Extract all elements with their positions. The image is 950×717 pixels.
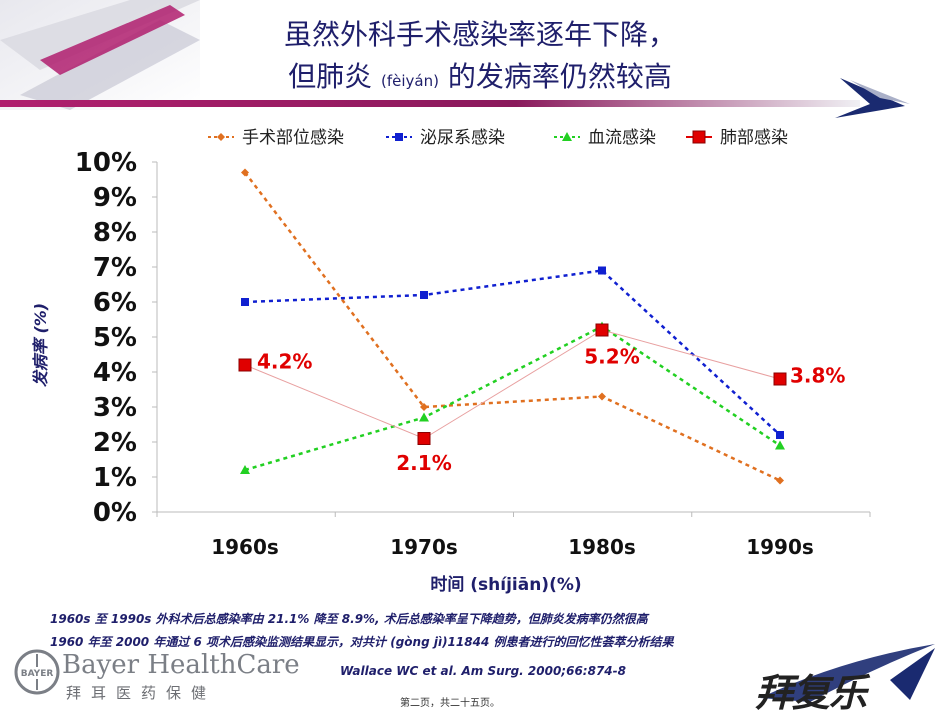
y-tick-label: 9% — [93, 183, 137, 213]
title-line-2-main: 但肺炎 — [288, 60, 382, 93]
data-label: 2.1% — [396, 451, 451, 475]
y-tick-label: 2% — [93, 428, 137, 458]
note-line-1: 1960s 至 1990s 外科术后总感染率由 21.1% 降至 8.9%, 术… — [50, 612, 648, 626]
y-tick-label: 7% — [93, 253, 137, 283]
y-tick-label: 0% — [93, 498, 137, 528]
data-label: 5.2% — [584, 345, 639, 369]
data-point — [562, 132, 572, 141]
data-point — [395, 133, 403, 141]
x-tick-label: 1990s — [746, 535, 814, 559]
y-tick-label: 1% — [93, 463, 137, 493]
data-point — [595, 323, 609, 337]
data-point — [692, 130, 706, 144]
title-pinyin: (fèiyán) — [381, 72, 439, 90]
data-point — [775, 440, 785, 450]
data-point — [776, 476, 784, 485]
series-line — [244, 171, 781, 482]
y-tick-label: 6% — [93, 288, 137, 318]
y-tick-label: 8% — [93, 218, 137, 248]
legend-label: 血流感染 — [588, 128, 656, 148]
data-point — [419, 412, 429, 422]
notes: 1960s 至 1990s 外科术后总感染率由 21.1% 降至 8.9%, 术… — [50, 610, 673, 656]
data-point — [241, 298, 249, 306]
bayer-company-cn: 拜耳医药保健 — [66, 684, 217, 702]
page-footer: 第二页，共二十五页。 — [400, 698, 500, 709]
data-label: 4.2% — [257, 350, 312, 374]
legend-label: 肺部感染 — [720, 128, 788, 148]
data-point — [776, 431, 784, 439]
data-point — [773, 372, 787, 386]
data-point — [598, 392, 606, 401]
bayer-logo-icon: BAYER — [14, 649, 60, 695]
y-tick-label: 10% — [75, 148, 137, 178]
y-tick-label: 3% — [93, 393, 137, 423]
svg-text:BAYER: BAYER — [21, 669, 54, 679]
data-point — [420, 291, 428, 299]
title-line-2-tail: 的发病率仍然较高 — [438, 60, 672, 93]
y-tick-label: 4% — [93, 358, 137, 388]
data-point — [217, 133, 225, 141]
legend-label: 手术部位感染 — [242, 128, 344, 148]
data-point — [238, 358, 252, 372]
data-point — [240, 465, 250, 474]
data-point — [420, 403, 428, 411]
brand-name: 拜复乐 — [755, 671, 867, 715]
title-line-1: 虽然外科手术感染率逐年下降， — [283, 18, 676, 51]
data-point — [598, 266, 606, 275]
series-line — [244, 269, 781, 436]
legend-label: 泌尿系感染 — [420, 128, 505, 148]
x-tick-label: 1980s — [568, 535, 636, 559]
citation: Wallace WC et al. Am Surg. 2000;66:874-8 — [340, 664, 626, 678]
title-line-2: 但肺炎 (fèiyán) 的发病率仍然较高 — [180, 56, 780, 102]
bayer-company-name: Bayer HealthCare — [62, 650, 300, 680]
series-line — [244, 329, 781, 440]
data-point — [241, 168, 249, 177]
x-axis-label: 时间 (shíjiān)(%) — [430, 574, 581, 595]
x-tick-label: 1970s — [390, 535, 458, 559]
y-tick-label: 5% — [93, 323, 137, 353]
slide-title: 虽然外科手术感染率逐年下降， 但肺炎 (fèiyán) 的发病率仍然较高 — [180, 14, 780, 102]
y-axis-label: 发病率 (%) — [31, 303, 50, 387]
note-line-2: 1960 年至 2000 年通过 6 项术后感染监测结果显示，对共计 (gòng… — [50, 635, 674, 649]
data-point — [417, 432, 431, 445]
data-label: 3.8% — [790, 364, 845, 388]
x-tick-label: 1960s — [211, 535, 279, 559]
brand-swoosh-icon — [760, 644, 935, 702]
